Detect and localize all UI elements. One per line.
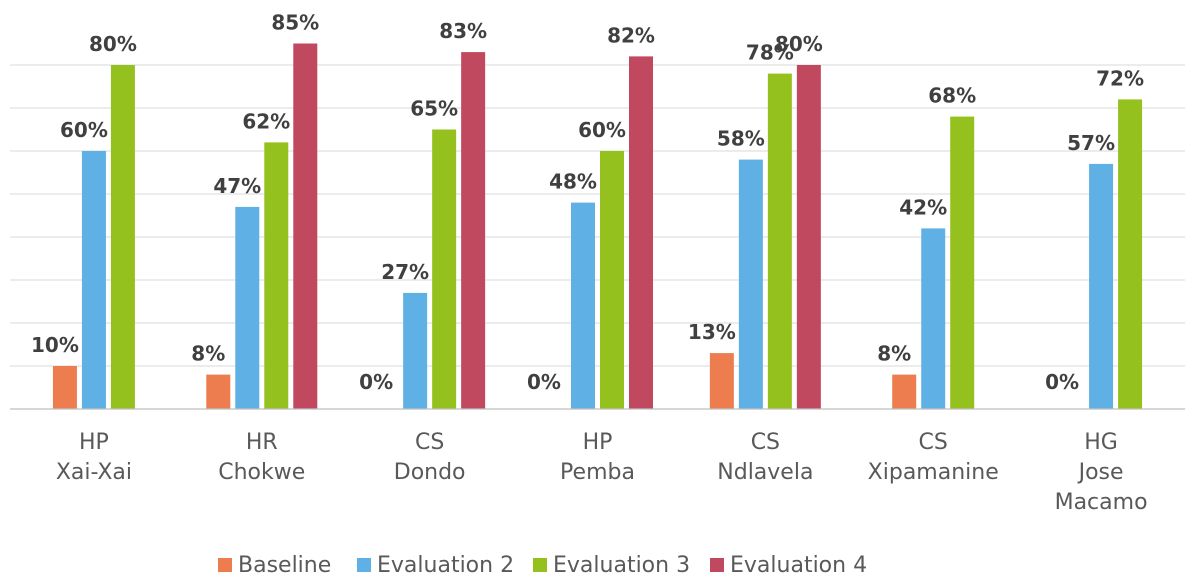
bar-baseline <box>206 374 231 409</box>
bar-evaluation-3 <box>600 151 624 409</box>
bar-evaluation-2 <box>738 159 763 409</box>
data-label: 85% <box>271 11 319 35</box>
x-tick-label: Macamo <box>1055 490 1148 515</box>
legend-item: Evaluation 4 <box>710 553 867 578</box>
bar-evaluation-3 <box>950 116 975 409</box>
bar-evaluation-2 <box>921 228 946 409</box>
x-tick-label: Jose <box>1077 460 1124 485</box>
x-tick-label: CS <box>751 430 780 455</box>
legend-label: Evaluation 3 <box>553 553 690 578</box>
bar-evaluation-4 <box>293 43 318 409</box>
x-tick-label: CS <box>415 430 444 455</box>
x-tick-label: Pemba <box>560 460 635 485</box>
data-label: 60% <box>60 118 108 142</box>
bar-evaluation-3 <box>432 129 457 409</box>
data-label: 10% <box>31 333 79 357</box>
bar-evaluation-3 <box>110 65 135 409</box>
x-tick-label: HP <box>583 430 613 455</box>
data-label: 58% <box>717 127 765 151</box>
data-label: 8% <box>191 342 225 366</box>
x-tick-label: Xipamanine <box>868 460 999 485</box>
legend-swatch <box>710 558 724 572</box>
x-tick-label: Dondo <box>394 460 466 485</box>
bar-evaluation-2 <box>235 206 260 409</box>
data-label: 27% <box>381 260 429 284</box>
data-label: 0% <box>1045 370 1079 394</box>
x-tick-labels: HP Xai-Xai HR Chokwe CS Dondo HP Pemba CS Ndlavel… <box>56 430 1148 515</box>
bar-evaluation-2 <box>1089 163 1114 409</box>
legend-label: Evaluation 2 <box>377 553 514 578</box>
bar-evaluation-3 <box>264 142 289 409</box>
data-label: 72% <box>1096 66 1144 90</box>
x-tick-label: HG <box>1084 430 1118 455</box>
legend-item: Evaluation 3 <box>533 553 690 578</box>
data-label: 57% <box>1067 131 1115 155</box>
data-label: 48% <box>549 170 597 194</box>
data-label: 83% <box>439 19 487 43</box>
data-label: 78% <box>746 41 794 65</box>
data-labels: 10% 60% 80% 8% 47% 62% 85% 0% 27% 65% 83% 0% 48% 60% 8… <box>31 11 1144 395</box>
data-label: 80% <box>89 32 137 56</box>
bar-baseline <box>52 366 77 409</box>
bar-evaluation-2 <box>81 151 106 409</box>
x-tick-label: HP <box>79 430 109 455</box>
x-tick-label: HR <box>246 430 278 455</box>
legend-label: Baseline <box>238 553 331 578</box>
bar-evaluation-2 <box>571 202 595 409</box>
data-label: 42% <box>899 195 947 219</box>
data-label: 47% <box>213 174 261 198</box>
legend-item: Evaluation 2 <box>357 553 514 578</box>
bar-evaluation-3 <box>1118 99 1143 410</box>
gridlines <box>10 64 1185 367</box>
data-label: 13% <box>688 320 736 344</box>
legend-swatch <box>357 558 371 572</box>
bar-baseline <box>709 353 734 409</box>
legend-swatch <box>533 558 547 572</box>
data-label: 80% <box>775 32 823 56</box>
data-label: 65% <box>410 97 458 121</box>
x-tick-label: Chokwe <box>218 460 305 485</box>
data-label: 0% <box>359 370 393 394</box>
data-label: 8% <box>877 342 911 366</box>
bar-evaluation-4 <box>796 65 821 409</box>
bar-baseline <box>892 374 917 409</box>
legend-label: Evaluation 4 <box>730 553 867 578</box>
legend: Baseline Evaluation 2 Evaluation 3 Evaluati… <box>218 553 867 578</box>
data-label: 62% <box>242 109 290 133</box>
x-tick-label: CS <box>919 430 948 455</box>
x-tick-label: Ndlavela <box>717 460 813 485</box>
data-label: 82% <box>607 23 655 47</box>
data-label: 0% <box>527 370 561 394</box>
x-tick-label: Xai-Xai <box>56 460 132 485</box>
bar-evaluation-3 <box>767 73 792 409</box>
bars <box>52 43 1143 410</box>
bar-evaluation-2 <box>403 292 428 409</box>
data-label: 60% <box>578 118 626 142</box>
bar-evaluation-4 <box>461 52 486 409</box>
legend-swatch <box>218 558 232 572</box>
data-label: 68% <box>928 84 976 108</box>
bar-evaluation-4 <box>629 56 653 410</box>
legend-item: Baseline <box>218 553 331 578</box>
